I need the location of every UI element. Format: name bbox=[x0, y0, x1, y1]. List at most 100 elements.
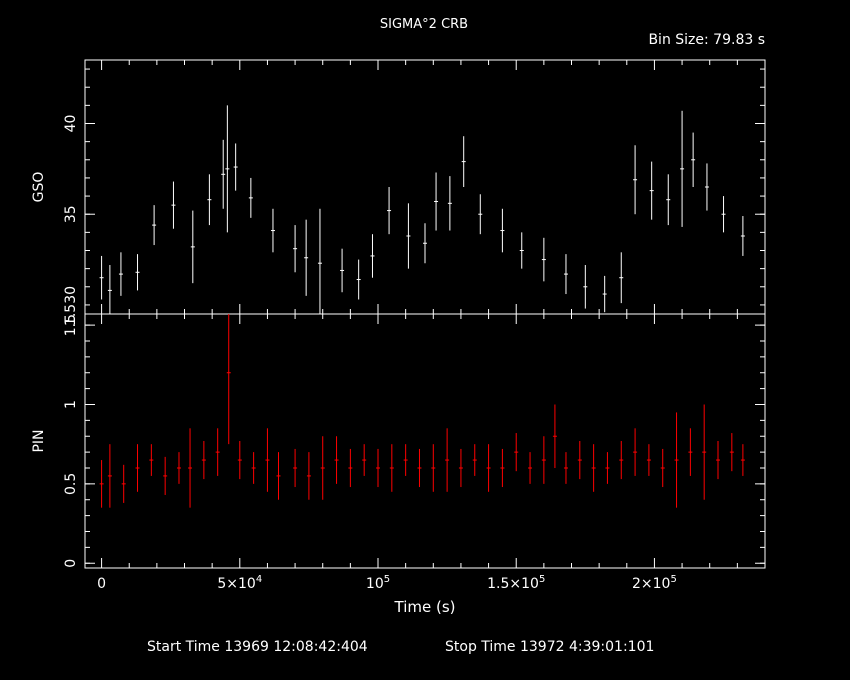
data-point bbox=[99, 460, 104, 508]
data-point bbox=[107, 265, 112, 314]
data-point bbox=[702, 404, 707, 500]
data-point bbox=[163, 456, 168, 495]
data-point bbox=[666, 174, 671, 226]
data-point bbox=[528, 452, 533, 484]
data-point bbox=[445, 428, 450, 492]
plot-title: SIGMA°2 CRB bbox=[380, 17, 468, 32]
y-tick-label: 35 bbox=[63, 205, 79, 223]
data-point bbox=[434, 172, 439, 231]
data-point bbox=[237, 441, 242, 480]
data-point bbox=[403, 444, 408, 476]
data-point bbox=[265, 428, 270, 492]
data-point bbox=[293, 225, 298, 273]
data-point bbox=[270, 208, 275, 253]
data-point bbox=[633, 428, 638, 476]
data-point bbox=[500, 448, 505, 488]
data-point bbox=[389, 444, 394, 492]
data-point bbox=[293, 448, 298, 488]
bin-size-label: Bin Size: 79.83 s bbox=[648, 32, 765, 48]
data-point bbox=[190, 210, 195, 284]
data-point bbox=[276, 452, 281, 500]
data-point bbox=[215, 428, 220, 476]
data-point bbox=[225, 105, 230, 233]
data-point bbox=[740, 216, 745, 256]
x-tick-label: 105 bbox=[366, 574, 390, 592]
data-point bbox=[591, 444, 596, 492]
data-point bbox=[221, 139, 226, 209]
data-point bbox=[248, 177, 253, 218]
data-point bbox=[577, 441, 582, 480]
data-point bbox=[447, 176, 452, 231]
x-axis-label: Time (s) bbox=[394, 598, 456, 616]
data-point bbox=[233, 143, 238, 191]
data-point bbox=[646, 444, 651, 476]
data-point bbox=[563, 452, 568, 484]
data-point bbox=[304, 219, 309, 296]
data-point bbox=[306, 452, 311, 500]
data-point bbox=[605, 452, 610, 484]
y-axis-label: PIN bbox=[31, 429, 47, 452]
data-point bbox=[552, 404, 557, 468]
data-point bbox=[334, 436, 339, 484]
data-point bbox=[417, 448, 422, 488]
data-point bbox=[458, 448, 463, 488]
data-point bbox=[660, 448, 665, 488]
data-point bbox=[423, 223, 427, 264]
y-tick-label: 1.5 bbox=[63, 314, 79, 336]
x-tick-label: 5×104 bbox=[217, 574, 262, 592]
data-point bbox=[633, 145, 638, 215]
data-point bbox=[472, 444, 477, 476]
data-point bbox=[602, 275, 607, 313]
data-point bbox=[251, 452, 256, 484]
x-tick-label: 1.5×105 bbox=[487, 574, 545, 592]
pin-panel: 0 0.5 1 1.5 PIN 0 5×104 105 1.5×105 2×105 Time (s) bbox=[31, 313, 766, 616]
data-point bbox=[514, 433, 519, 472]
x-tick-label: 2×105 bbox=[632, 574, 677, 592]
data-point bbox=[461, 136, 466, 187]
y-axis-label: GSO bbox=[31, 172, 47, 203]
data-point bbox=[688, 428, 693, 476]
data-point bbox=[135, 444, 140, 492]
data-point bbox=[121, 464, 126, 503]
data-point bbox=[387, 187, 392, 235]
data-point bbox=[188, 428, 193, 508]
data-point bbox=[356, 259, 361, 300]
data-point bbox=[348, 448, 353, 488]
data-point bbox=[716, 441, 721, 480]
data-point bbox=[320, 436, 325, 500]
y-tick-label: 0 bbox=[63, 559, 79, 568]
data-point bbox=[376, 448, 381, 488]
data-point bbox=[649, 161, 654, 220]
data-point bbox=[135, 254, 140, 291]
data-point bbox=[674, 412, 679, 508]
data-point bbox=[226, 314, 231, 445]
data-point bbox=[370, 234, 375, 278]
data-point bbox=[729, 433, 734, 472]
panel-frame bbox=[84, 59, 766, 315]
data-point bbox=[541, 436, 546, 484]
y-tick-label: 1 bbox=[63, 400, 79, 409]
data-point bbox=[171, 181, 176, 229]
data-point bbox=[500, 208, 505, 253]
data-point bbox=[431, 444, 436, 492]
data-point bbox=[317, 208, 322, 314]
data-point bbox=[721, 196, 726, 233]
data-point bbox=[619, 441, 624, 480]
data-point bbox=[478, 194, 483, 235]
y-tick-label: 1.530 bbox=[63, 286, 79, 326]
data-point bbox=[362, 444, 367, 476]
y-tick-label: 0.5 bbox=[63, 473, 79, 495]
data-point bbox=[152, 205, 157, 246]
data-point bbox=[201, 441, 206, 480]
data-point bbox=[691, 132, 696, 187]
data-point bbox=[340, 248, 345, 293]
footer-start-time: Start Time 13969 12:08:42:404 bbox=[147, 639, 368, 655]
data-point bbox=[486, 444, 491, 492]
data-point bbox=[99, 255, 104, 300]
data-point bbox=[207, 174, 212, 226]
x-tick-label: 0 bbox=[97, 576, 106, 592]
data-point bbox=[563, 254, 568, 295]
panel-frame bbox=[84, 313, 766, 569]
data-point bbox=[704, 163, 709, 211]
